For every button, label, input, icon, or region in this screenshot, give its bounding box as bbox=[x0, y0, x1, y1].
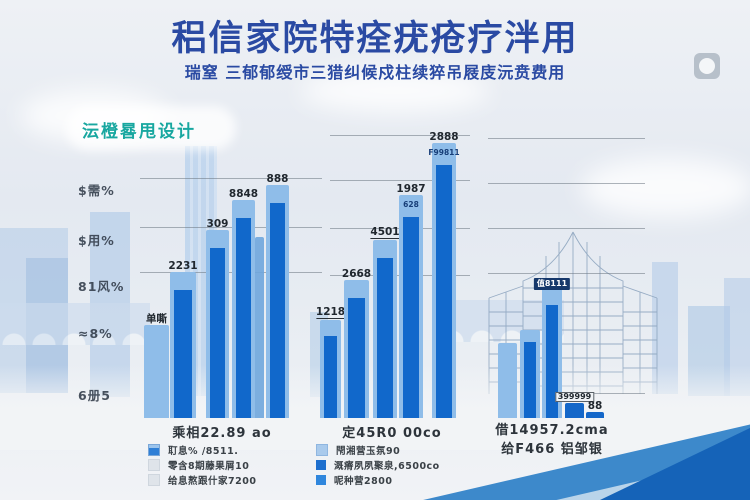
gridline bbox=[488, 183, 645, 184]
gridline bbox=[140, 178, 322, 179]
bar-group-3-1 bbox=[498, 343, 517, 418]
gridline bbox=[488, 228, 645, 229]
bar-inner-fill bbox=[348, 298, 365, 418]
group2-value-label: 定45R0 00co bbox=[342, 426, 442, 441]
legend-item: 呢种营2800 bbox=[316, 472, 440, 487]
bar-group-1-3: 309 bbox=[206, 218, 229, 418]
legend-item: 给息熬跟什家7200 bbox=[148, 472, 256, 487]
bar-group-3-4: 399999 bbox=[554, 392, 595, 418]
bar-value-label: 1987 bbox=[396, 182, 426, 195]
group1-legend: 耵息% /8511. 零含8期藤果屑10 给息熬跟什家7200 bbox=[148, 442, 256, 487]
bar-inner-fill bbox=[174, 290, 192, 418]
bar-group-1-5 bbox=[255, 237, 264, 418]
bar-value-label: 2888 bbox=[429, 130, 459, 143]
legend-swatch-blue bbox=[148, 443, 160, 456]
design-tag-label: 沄橙晷甩设计 bbox=[82, 122, 196, 142]
gridline bbox=[140, 272, 322, 273]
legend-label: 閇湘营玉氛90 bbox=[336, 445, 401, 457]
bar-value-label: 值8111 bbox=[533, 278, 571, 290]
bar-value-label: 8848 bbox=[228, 187, 259, 200]
legend-swatch-darkblue bbox=[316, 459, 326, 470]
bar-value-label: 88 bbox=[587, 399, 603, 412]
bar-group-2-2: 2668 bbox=[342, 268, 371, 418]
bar-cap-label: 628 bbox=[403, 200, 419, 209]
bar-value-label: 4501 bbox=[370, 225, 400, 239]
legend-swatch-pale bbox=[148, 473, 160, 486]
bar-inner-fill bbox=[270, 203, 285, 418]
bar-group-2-5: 2888 F99811 bbox=[428, 131, 460, 418]
bar-inner-fill bbox=[524, 342, 536, 418]
bar-inner-fill bbox=[546, 305, 558, 418]
bar-value-label: 399999 bbox=[554, 392, 595, 402]
legend-label: 零含8期藤果屑10 bbox=[168, 460, 250, 472]
bar-group-1-2: 2231 bbox=[168, 260, 198, 418]
tag-background-blob bbox=[66, 106, 236, 150]
bar-group-1-1: 单嘶 bbox=[144, 313, 169, 418]
y-axis-tick: 6册5 bbox=[78, 388, 111, 403]
bar-group-3-3: 值8111 bbox=[533, 278, 571, 418]
page-title: 稆信家院特痊疣疮疗泮用 bbox=[171, 19, 579, 59]
gridline bbox=[488, 273, 645, 274]
bar-inner-fill bbox=[436, 165, 452, 418]
bar-inner-fill bbox=[403, 217, 419, 418]
gridline bbox=[560, 393, 645, 394]
legend-item: 閇湘营玉氛90 bbox=[316, 442, 440, 457]
bar-value-label: 309 bbox=[206, 217, 229, 230]
bar-group-2-4: 1987 628 bbox=[396, 183, 426, 418]
legend-label: 给息熬跟什家7200 bbox=[168, 475, 257, 487]
legend-item: 耵息% /8511. bbox=[148, 442, 256, 457]
bar-cap-label: F99811 bbox=[428, 148, 460, 157]
legend-label: 耵息% /8511. bbox=[168, 445, 239, 457]
legend-item: 溉瘠夙夙聚泉,6500co bbox=[316, 457, 440, 472]
bar-value-label: 2668 bbox=[341, 267, 372, 280]
bar-value-label: 888 bbox=[266, 172, 289, 185]
bridge-arches bbox=[0, 303, 150, 345]
bar-group-1-6: 888 bbox=[266, 173, 289, 418]
y-axis-tick: $用% bbox=[78, 233, 115, 248]
group3-value-label-2: 给F466 铝邹银 bbox=[501, 442, 603, 457]
bar-inner-fill bbox=[324, 336, 337, 418]
legend-label: 呢种营2800 bbox=[334, 475, 393, 487]
bar-value-label: 1218 bbox=[315, 305, 346, 319]
legend-swatch-pale bbox=[148, 458, 160, 471]
bar-group-3-2 bbox=[520, 330, 540, 418]
legend-swatch-medblue bbox=[316, 474, 326, 485]
legend-item: 零含8期藤果屑10 bbox=[148, 457, 256, 472]
group3-value-label: 借14957.2cma bbox=[495, 423, 609, 438]
page-subtitle: 瑞窒 三郁郁绶市三猎纠候戍柱续猝吊屐庋沅贲费用 bbox=[184, 63, 566, 82]
gridline bbox=[488, 138, 645, 139]
legend-label: 溉瘠夙夙聚泉,6500co bbox=[334, 460, 440, 472]
bar-value-label: 2231 bbox=[168, 259, 198, 272]
bar-inner-fill bbox=[210, 248, 225, 418]
cloud-decoration bbox=[300, 70, 490, 112]
legend-swatch-lightblue bbox=[316, 443, 328, 456]
group1-value-label: 乘相22.89 ao bbox=[172, 426, 272, 441]
group2-legend: 閇湘营玉氛90 溉瘠夙夙聚泉,6500co 呢种营2800 bbox=[316, 442, 440, 487]
bar-group-3-5: 88 bbox=[586, 400, 604, 418]
cloud-decoration bbox=[580, 158, 750, 218]
bar-inner-fill bbox=[377, 258, 393, 418]
bar-inner-fill bbox=[236, 218, 251, 418]
gridline bbox=[330, 180, 470, 181]
y-axis-tick: $需% bbox=[78, 183, 115, 198]
y-axis-tick: 81风% bbox=[78, 279, 125, 294]
bar-value-label: 单嘶 bbox=[146, 312, 167, 325]
camera-logo-icon bbox=[694, 53, 720, 79]
gridline bbox=[330, 135, 470, 136]
bar-group-2-1: 1218 bbox=[315, 306, 346, 418]
gridline bbox=[140, 227, 322, 228]
bar-group-1-4: 8848 bbox=[229, 188, 258, 418]
y-axis-tick: ≈8% bbox=[78, 326, 113, 341]
bar-group-2-3: 4501 bbox=[370, 226, 400, 418]
